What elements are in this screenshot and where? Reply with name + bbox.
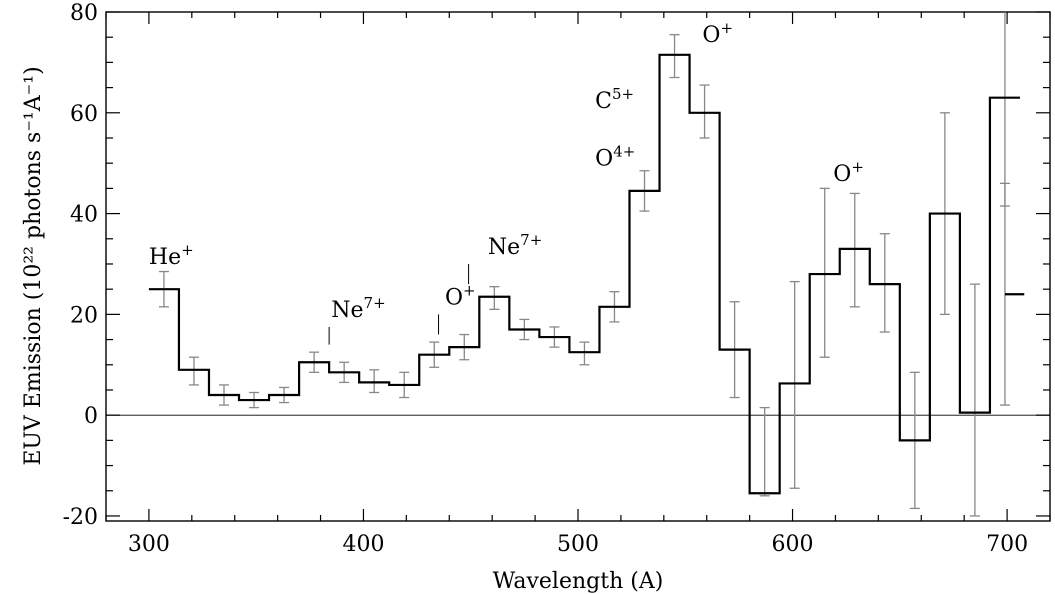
- x-tick-label: 700: [986, 532, 1028, 557]
- ion-label: O+: [445, 281, 476, 310]
- y-tick-label: 80: [70, 1, 98, 26]
- ion-label: Ne7+: [488, 231, 542, 260]
- y-tick-label: 40: [70, 203, 98, 228]
- x-tick-label: 600: [772, 532, 814, 557]
- series-layer: [148, 53, 1025, 495]
- plot-frame: [105, 11, 1051, 522]
- x-tick-label: 500: [557, 532, 599, 557]
- ion-label: O4+: [595, 143, 635, 172]
- line-annotations: He+ Ne7+ O+ Ne7+ C5+ O4+ O+ O+: [149, 19, 864, 345]
- y-tick-label: -20: [63, 505, 98, 530]
- y-tick-label: 0: [84, 404, 98, 429]
- error-bars: [156, 12, 1012, 517]
- x-tick-label: 400: [342, 532, 384, 557]
- ion-label: C5+: [595, 85, 634, 114]
- y-tick-label: 20: [70, 303, 98, 328]
- y-tick-label: 60: [70, 102, 98, 127]
- ion-label: Ne7+: [331, 294, 385, 323]
- ion-label: He+: [149, 241, 194, 270]
- ion-label: O+: [702, 19, 733, 48]
- x-axis-title: Wavelength (A): [493, 569, 664, 594]
- y-axis-title: EUV Emission (10²² photons s⁻¹A⁻¹): [21, 66, 46, 465]
- x-tick-label: 300: [128, 532, 170, 557]
- ion-label: O+: [833, 158, 864, 187]
- step-series: [148, 53, 1020, 495]
- axis-ticks: 300 400 500 600 700 -20 0 20 40 60 80: [63, 1, 1051, 557]
